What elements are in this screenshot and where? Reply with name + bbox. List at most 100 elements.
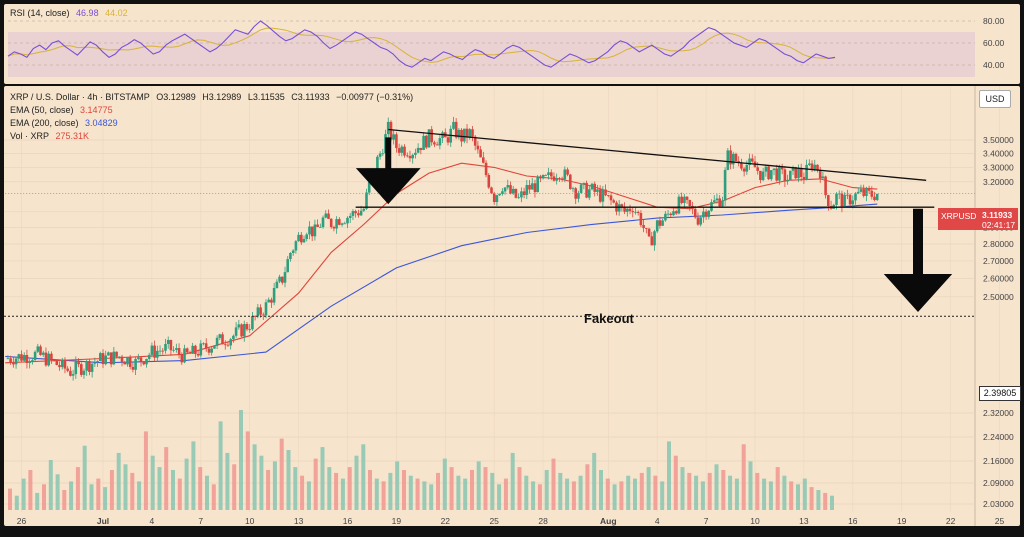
candle-body — [802, 177, 806, 180]
candle-body — [272, 288, 276, 303]
ema200-label: EMA (200, close) — [10, 118, 79, 128]
volume-bar — [775, 467, 780, 510]
candle-body — [718, 198, 721, 207]
candle-body — [289, 253, 292, 260]
price-tick-label: 3.40000 — [983, 149, 1014, 159]
candle-body — [215, 337, 219, 346]
candle-body — [427, 129, 431, 148]
candle-body — [392, 134, 395, 140]
candle-body — [365, 192, 368, 209]
ohlc-open: O3.12989 — [156, 92, 196, 102]
candle-body — [406, 155, 409, 157]
candle-body — [115, 351, 118, 357]
volume-bar — [734, 478, 739, 510]
candle-body — [498, 193, 501, 196]
fakeout-label: Fakeout — [584, 311, 634, 326]
ema50-legend: EMA (50, close) 3.14775 — [10, 105, 117, 115]
candle-body — [96, 361, 99, 363]
candle-body — [305, 234, 308, 239]
volume-bar — [279, 438, 284, 510]
candle-body — [517, 197, 520, 199]
candle-body — [77, 361, 80, 365]
candle-body — [202, 343, 205, 345]
candle-body — [571, 188, 575, 190]
candle-body — [810, 163, 814, 169]
volume-bar — [272, 461, 277, 510]
candle-body — [378, 153, 382, 157]
ema50-value: 3.14775 — [80, 105, 113, 115]
price-tick-label: 3.50000 — [983, 135, 1014, 145]
candle-body — [354, 211, 357, 214]
candle-body — [859, 189, 863, 192]
candle-body — [416, 147, 420, 153]
candle-body — [199, 343, 203, 356]
candle-body — [107, 352, 110, 356]
candle-body — [145, 358, 148, 365]
candle-body — [61, 359, 64, 368]
candle-body — [164, 344, 167, 351]
candle-body — [813, 164, 817, 169]
volume-bar — [123, 464, 128, 510]
last-price-value: 3.11933 — [982, 210, 1013, 220]
candle-body — [332, 227, 336, 229]
volume-bar — [177, 478, 182, 510]
candle-body — [577, 192, 580, 199]
candle-body — [251, 316, 254, 330]
ema200-legend: EMA (200, close) 3.04829 — [10, 118, 122, 128]
candle-body — [522, 191, 526, 195]
candle-body — [639, 213, 643, 226]
candle-body — [702, 211, 705, 218]
price-tick-label: 2.16000 — [983, 456, 1014, 466]
rsi-legend: RSI (14, close) 46.98 44.02 — [10, 8, 132, 18]
candle-body — [147, 354, 151, 359]
volume-bar — [116, 452, 121, 510]
volume-bar — [218, 421, 223, 510]
time-tick-label: Jul — [97, 516, 109, 526]
candle-body — [270, 299, 273, 303]
candle-body — [175, 348, 178, 350]
candle-body — [658, 220, 662, 226]
volume-bar — [293, 467, 298, 510]
candle-body — [240, 324, 243, 337]
candle-body — [6, 358, 10, 360]
candle-body — [218, 334, 222, 338]
candle-body — [851, 200, 855, 205]
candle-body — [672, 211, 675, 216]
volume-bar — [42, 484, 46, 510]
candle-body — [180, 354, 184, 363]
candle-body — [39, 346, 42, 355]
candle-body — [58, 365, 61, 368]
candle-body — [745, 165, 749, 172]
candle-body — [321, 217, 325, 227]
candle-body — [308, 226, 311, 235]
candle-body — [169, 340, 173, 351]
currency-button[interactable]: USD — [979, 90, 1011, 108]
volume-bar — [755, 472, 760, 510]
candle-body — [650, 236, 654, 246]
candle-body — [457, 129, 461, 138]
candle-body — [194, 345, 197, 354]
volume-bar — [782, 475, 787, 510]
candle-body — [131, 367, 135, 370]
candle-body — [166, 340, 170, 344]
volume-bar — [408, 475, 413, 510]
candle-body — [604, 189, 607, 196]
volume-bar — [449, 467, 454, 510]
volume-bar — [667, 441, 671, 510]
candle-body — [645, 228, 648, 229]
volume-bar — [28, 470, 33, 510]
time-tick-label: 4 — [150, 516, 155, 526]
volume-bar — [334, 472, 339, 510]
volume-bar — [789, 481, 794, 510]
price-tick-label: 3.20000 — [983, 177, 1014, 187]
candle-body — [185, 348, 189, 353]
candle-body — [433, 142, 436, 145]
volume-bar — [816, 490, 821, 510]
candle-body — [484, 162, 488, 176]
volume-bar — [211, 484, 216, 510]
candle-body — [607, 195, 610, 196]
volume-bar — [313, 458, 318, 510]
candle-body — [767, 166, 770, 180]
volume-bar — [694, 475, 699, 510]
